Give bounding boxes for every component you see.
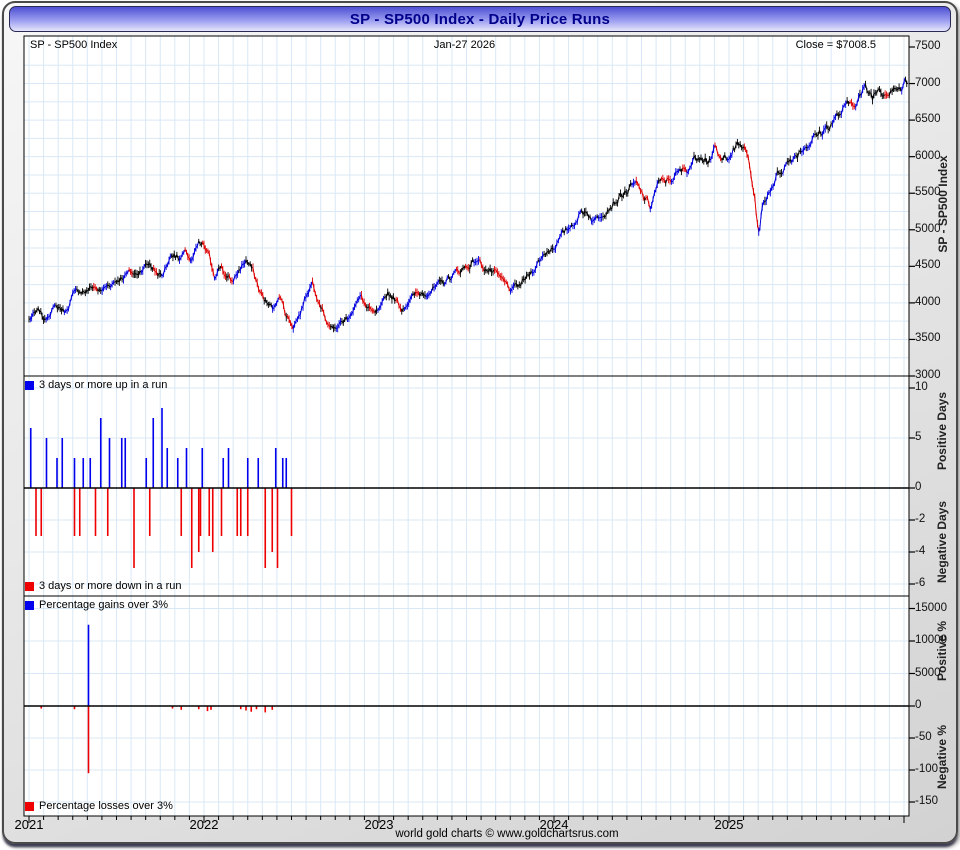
legend-pct-losses: Percentage losses over 3% (25, 800, 173, 812)
price-runs-chart (23, 35, 915, 823)
price-tick-label: 4500 (915, 259, 941, 272)
days-tick-label: -4 (915, 545, 926, 557)
pct-gains-swatch-icon (25, 600, 34, 610)
footer-credit: world gold charts © www.goldchartsrus.co… (395, 828, 619, 840)
pct-tick-label: -50 (915, 731, 932, 743)
days-tick-label: 10 (915, 381, 928, 393)
axis-title-price: SP - SP500 Index (936, 155, 950, 253)
price-tick-label: 5500 (915, 186, 941, 199)
x-year-label: 2023 (364, 817, 394, 832)
pct-tick-label: 0 (915, 699, 922, 711)
price-tick-label: 6000 (915, 149, 941, 162)
days-tick-label: -6 (915, 577, 926, 589)
page-title: SP - SP500 Index - Daily Price Runs (349, 10, 611, 28)
legend-down-runs-label: 3 days or more down in a run (39, 580, 182, 592)
price-tick-label: 7000 (915, 76, 941, 89)
x-year-label: 2024 (539, 817, 569, 832)
axis-title-positive-days: Positive Days (935, 391, 949, 471)
price-tick-label: 5000 (915, 222, 941, 235)
price-tick-label: 3500 (915, 332, 941, 345)
chart-close-label: Close = $7008.5 (795, 39, 876, 51)
days-tick-label: 5 (915, 431, 922, 443)
days-tick-label: -2 (915, 513, 926, 525)
pct-tick-label: 15000 (915, 601, 947, 614)
pct-tick-label: -150 (915, 795, 939, 807)
legend-pct-losses-label: Percentage losses over 3% (39, 800, 173, 812)
legend-down-runs: 3 days or more down in a run (25, 580, 181, 592)
up-runs-swatch-icon (25, 380, 34, 390)
pct-tick-label: 10000 (915, 634, 947, 646)
down-run-bars (35, 488, 293, 568)
x-year-label: 2021 (14, 817, 44, 832)
price-tick-label: 3000 (915, 369, 941, 381)
pct-losses-swatch-icon (25, 801, 34, 811)
up-run-bars (29, 408, 288, 488)
down-runs-swatch-icon (25, 581, 34, 591)
axis-title-negative-days: Negative Days (935, 500, 949, 584)
price-line (28, 76, 909, 333)
legend-pct-gains: Percentage gains over 3% (25, 599, 168, 611)
price-tick-label: 4000 (915, 295, 941, 308)
pct-tick-label: 5000 (915, 666, 941, 679)
axis-title-negative-pct: Negative % (935, 724, 949, 790)
pct-loss-bars (40, 706, 274, 774)
chart-symbol-label: SP - SP500 Index (30, 39, 118, 51)
x-year-label: 2025 (714, 817, 744, 832)
pct-tick-label: -100 (915, 763, 939, 775)
pct-gain-bars (87, 624, 90, 706)
chart-date-label: Jan-27 2026 (433, 39, 496, 51)
legend-pct-gains-label: Percentage gains over 3% (39, 599, 169, 611)
price-tick-label: 7500 (915, 40, 941, 52)
title-bar: SP - SP500 Index - Daily Price Runs (9, 6, 951, 32)
price-tick-label: 6500 (915, 113, 941, 126)
days-tick-label: 0 (915, 481, 922, 493)
legend-up-runs-label: 3 days or more up in a run (39, 379, 168, 391)
legend-up-runs: 3 days or more up in a run (25, 379, 167, 391)
x-year-label: 2022 (189, 817, 219, 832)
